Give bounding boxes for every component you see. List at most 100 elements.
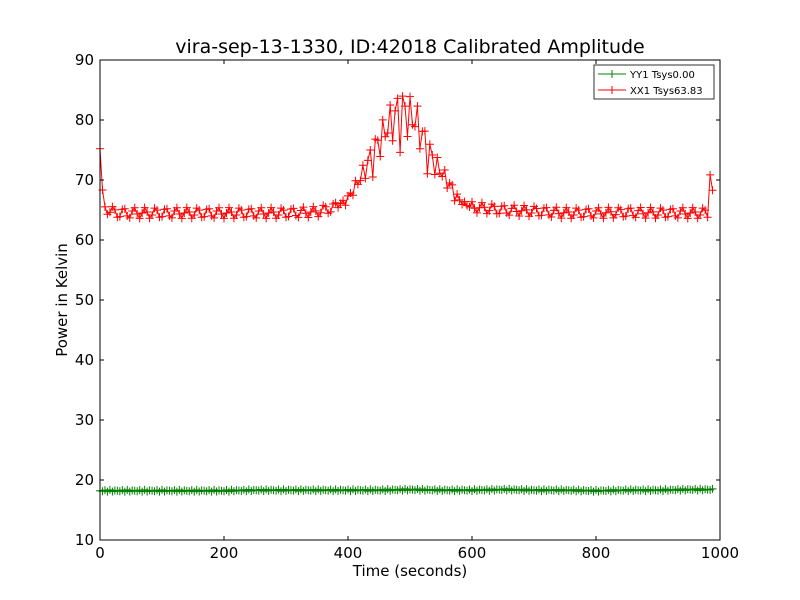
series-layer: [96, 92, 717, 496]
data-point: [334, 203, 343, 212]
y-tick-label: 80: [75, 111, 94, 129]
data-point: [148, 210, 157, 219]
data-point: [683, 214, 692, 223]
data-point: [195, 206, 204, 215]
data-point: [453, 190, 462, 199]
data-point: [257, 203, 266, 212]
data-point: [468, 197, 476, 206]
data-point: [428, 151, 437, 160]
data-point: [517, 206, 526, 215]
data-point: [326, 207, 335, 216]
series-line: [99, 95, 714, 220]
data-point: [306, 208, 315, 217]
data-point: [368, 173, 377, 181]
data-point: [378, 115, 387, 124]
data-point: [703, 213, 712, 222]
data-point: [448, 180, 457, 189]
data-point: [115, 212, 124, 221]
data-point: [227, 208, 236, 217]
data-point: [143, 208, 152, 217]
data-point: [574, 206, 583, 215]
data-point: [527, 209, 536, 218]
data-point: [410, 122, 419, 131]
data-point: [438, 172, 447, 181]
data-point: [505, 211, 514, 220]
data-point: [100, 202, 109, 211]
series-yy1: [96, 484, 717, 496]
data-point: [611, 210, 620, 219]
data-point: [105, 208, 114, 217]
data-point: [358, 161, 367, 170]
data-point: [554, 209, 563, 218]
data-point: [264, 209, 273, 217]
data-point: [500, 201, 509, 210]
data-point: [172, 203, 181, 212]
data-point: [433, 153, 442, 162]
data-point: [522, 205, 531, 214]
data-point: [309, 202, 318, 211]
x-tick-label: 800: [582, 544, 611, 562]
data-point: [274, 210, 283, 219]
data-point: [589, 213, 598, 222]
y-tick-label: 30: [75, 411, 94, 429]
data-point: [396, 148, 405, 157]
data-point: [341, 201, 350, 210]
x-tick-label: 400: [334, 544, 363, 562]
data-point: [262, 214, 271, 223]
data-point: [658, 206, 667, 215]
data-point: [185, 208, 194, 217]
data-point: [515, 212, 524, 221]
data-point: [361, 174, 370, 183]
data-point: [485, 206, 494, 215]
data-point: [594, 203, 603, 212]
data-point: [406, 92, 414, 101]
data-point: [331, 198, 340, 207]
data-point: [217, 209, 226, 218]
data-point: [391, 106, 400, 115]
data-point: [579, 212, 588, 221]
data-point: [552, 203, 561, 212]
data-point: [626, 204, 635, 213]
data-point: [304, 213, 313, 222]
data-point: [398, 92, 407, 101]
data-point: [180, 209, 189, 217]
data-point: [182, 203, 191, 212]
legend-marker-yy1: [608, 70, 616, 78]
data-point: [158, 212, 166, 221]
data-point: [153, 206, 162, 215]
data-point: [269, 208, 278, 217]
data-point: [470, 204, 479, 213]
x-tick-label: 600: [458, 544, 487, 562]
data-point: [247, 204, 256, 213]
y-ticks: 10 20 30 40 50 60 70 80 90: [75, 51, 720, 549]
chart-title: vira-sep-13-1330, ID:42018 Calibrated Am…: [175, 36, 645, 58]
data-point: [616, 205, 625, 214]
data-point: [316, 208, 325, 217]
data-point: [393, 94, 402, 103]
legend-label-xx1: XX1 Tsys63.83: [630, 86, 703, 97]
data-point: [242, 212, 251, 221]
data-point: [696, 210, 705, 219]
data-point: [649, 207, 658, 216]
y-tick-label: 10: [75, 531, 94, 549]
data-point: [480, 203, 489, 212]
data-point: [138, 209, 147, 217]
data-point: [110, 205, 119, 214]
data-point: [686, 209, 695, 217]
data-point: [177, 214, 186, 223]
x-axis-label: Time (seconds): [352, 562, 468, 580]
data-point: [678, 203, 687, 212]
x-ticks: 0 200 400 600 800 1000: [95, 60, 739, 562]
data-point: [601, 208, 610, 217]
data-point: [420, 127, 429, 136]
data-point: [636, 203, 645, 212]
data-point: [232, 210, 241, 219]
data-point: [376, 152, 385, 161]
data-point: [537, 211, 546, 220]
data-point: [162, 204, 171, 213]
data-point: [140, 203, 149, 212]
data-point: [475, 203, 484, 212]
data-point: [413, 102, 422, 111]
data-point: [639, 209, 648, 218]
data-point: [564, 208, 573, 217]
